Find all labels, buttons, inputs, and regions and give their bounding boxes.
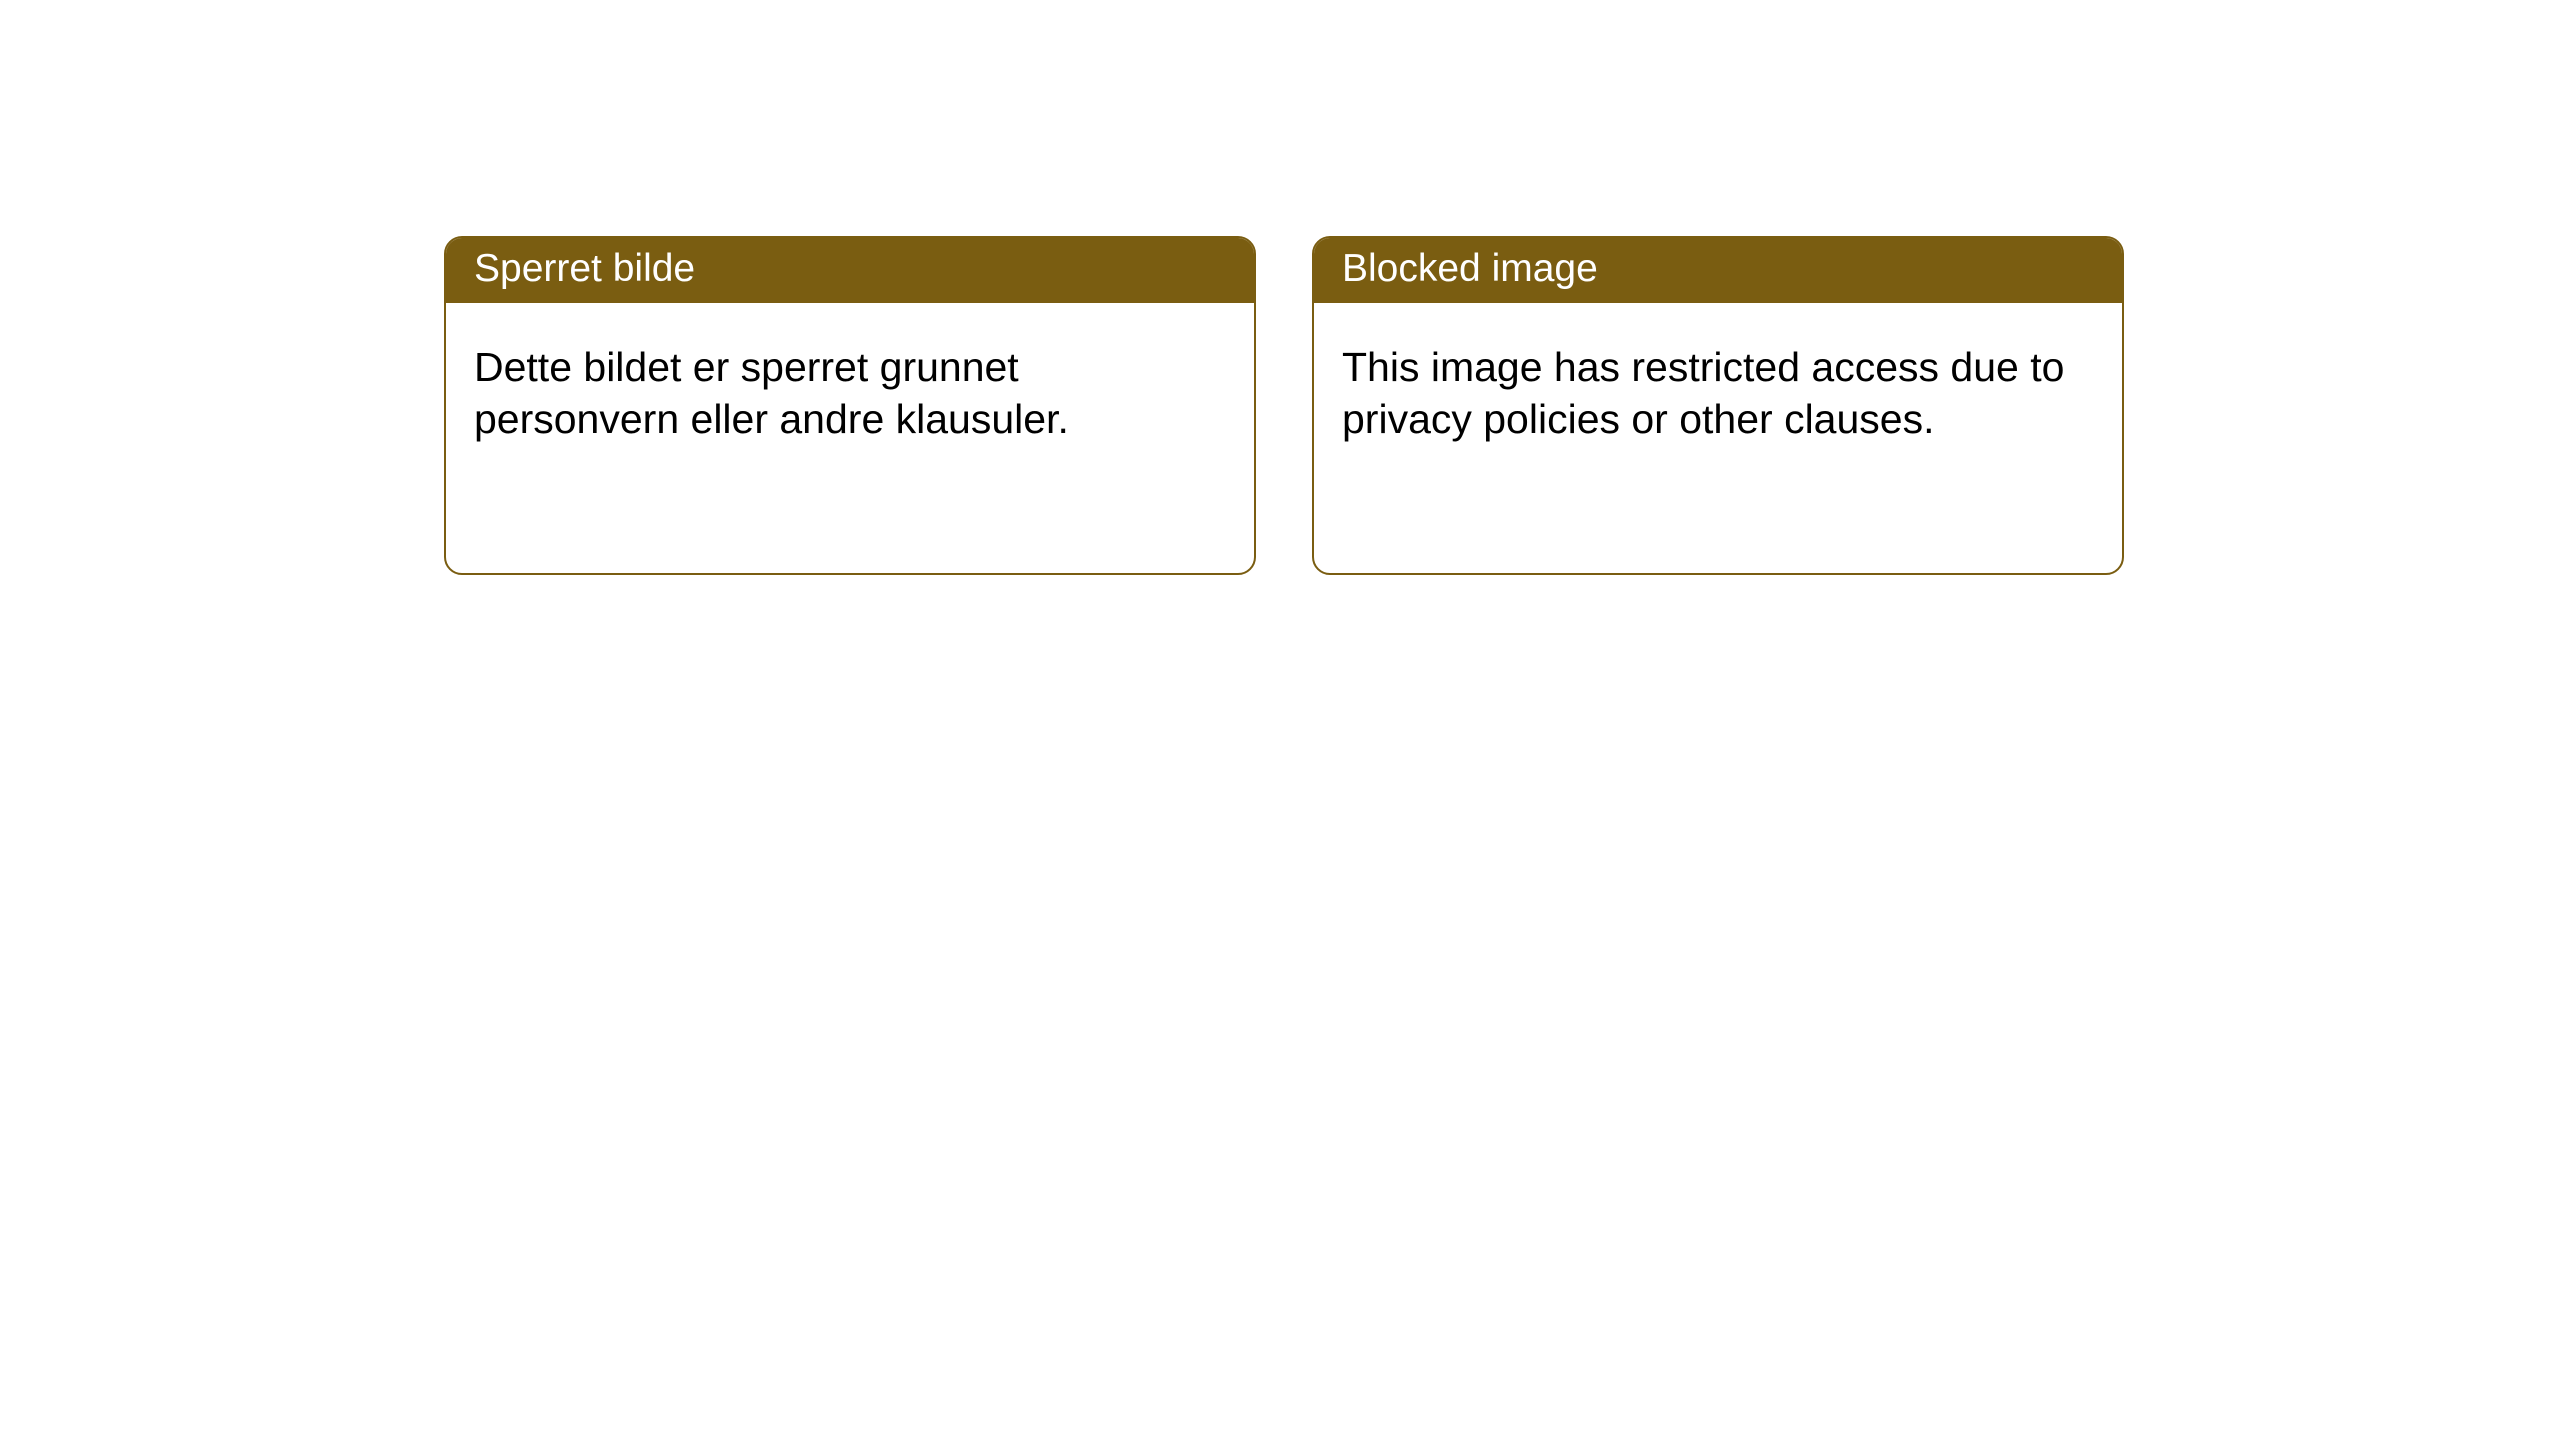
card-body: This image has restricted access due to … [1314, 303, 2122, 474]
card-english: Blocked image This image has restricted … [1312, 236, 2124, 575]
card-norwegian: Sperret bilde Dette bildet er sperret gr… [444, 236, 1256, 575]
cards-container: Sperret bilde Dette bildet er sperret gr… [0, 0, 2560, 575]
card-body: Dette bildet er sperret grunnet personve… [446, 303, 1254, 474]
card-header: Blocked image [1314, 238, 2122, 303]
card-header: Sperret bilde [446, 238, 1254, 303]
